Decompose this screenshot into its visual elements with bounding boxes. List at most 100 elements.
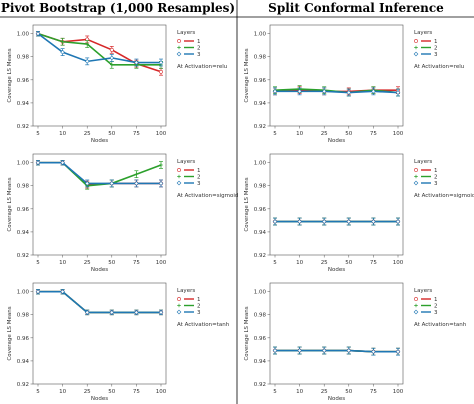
y-tick-label: 0.98	[254, 55, 267, 61]
y-tick-label: 0.92	[17, 124, 29, 130]
data-point-diamond	[346, 219, 352, 224]
legend-marker-plus	[177, 174, 181, 179]
data-point-diamond	[395, 349, 401, 355]
data-point-diamond	[84, 310, 90, 315]
y-tick-label: 0.92	[254, 124, 266, 130]
data-point-plus	[60, 39, 65, 44]
data-point-circle	[159, 69, 163, 74]
legend-marker-circle	[414, 39, 418, 43]
x-tick-label: 50	[345, 131, 352, 137]
data-point-diamond	[35, 289, 41, 294]
legend-marker-diamond	[413, 51, 419, 57]
chart-panel-bootstrap-sigmoid: 0.92 0.94 0.96 0.98 1.00 5 10 25 50 75 100 Nodes Cov…	[7, 153, 238, 273]
legend-label: 2	[197, 46, 201, 52]
plot-frame	[32, 24, 167, 127]
data-point-diamond	[272, 348, 278, 353]
legend-marker-circle	[177, 39, 181, 43]
data-point-diamond	[35, 160, 41, 165]
legend-title: Layers	[414, 159, 432, 165]
y-tick-label: 0.96	[17, 78, 30, 84]
x-tick-label: 10	[59, 260, 66, 266]
legend-label: 2	[434, 175, 438, 181]
legend-marker-plus	[414, 45, 418, 50]
plot-frame	[269, 282, 404, 385]
activation-annotation: At Activation=tanh	[177, 322, 230, 328]
legend-marker-plus	[414, 303, 418, 308]
y-tick-label: 0.96	[254, 336, 267, 342]
x-tick-label: 50	[108, 389, 115, 395]
x-axis-label: Nodes	[91, 396, 108, 402]
data-point-diamond	[84, 181, 90, 186]
data-point-diamond	[60, 160, 65, 165]
y-tick-label: 1.00	[254, 32, 267, 38]
series-line-2	[37, 32, 161, 66]
y-tick-label: 0.98	[17, 55, 30, 61]
x-tick-label: 10	[59, 389, 66, 395]
y-tick-label: 0.92	[254, 253, 266, 259]
x-tick-label: 10	[296, 260, 303, 266]
legend-marker-diamond	[176, 51, 182, 57]
data-point-diamond	[346, 348, 352, 353]
legend-marker-circle	[414, 168, 418, 172]
legend-label: 3	[434, 52, 438, 58]
y-tick-label: 0.94	[254, 359, 267, 365]
legend-marker-circle	[177, 297, 181, 301]
legend-marker-circle	[414, 297, 418, 301]
legend-label: 1	[434, 297, 438, 303]
x-tick-label: 100	[393, 260, 404, 266]
data-point-diamond	[371, 89, 376, 94]
chart-panel-bootstrap-tanh: 0.92 0.94 0.96 0.98 1.00 5 10 25 50 75 100 Nodes Cov…	[7, 282, 230, 402]
plot-frame	[32, 282, 167, 385]
y-tick-label: 0.96	[254, 78, 267, 84]
chart-panel-conformal-relu: 0.92 0.94 0.96 0.98 1.00 5 10 25 50 75 100 Nodes Cov…	[244, 24, 464, 144]
activation-annotation: At Activation=sigmoid	[414, 193, 474, 199]
data-point-diamond	[371, 219, 376, 224]
column-title-bootstrap: Pivot Bootstrap (1,000 Resamples)	[1, 1, 235, 15]
chart-panel-conformal-tanh: 0.92 0.94 0.96 0.98 1.00 5 10 25 50 75 100 Nodes Cov…	[244, 282, 467, 402]
x-tick-label: 100	[393, 131, 404, 137]
activation-annotation: At Activation=tanh	[414, 322, 467, 328]
data-point-diamond	[109, 310, 115, 315]
x-tick-label: 50	[345, 389, 352, 395]
column-title-conformal: Split Conformal Inference	[268, 1, 444, 15]
y-axis-label: Coverage LS Means	[7, 306, 13, 360]
data-point-diamond	[134, 181, 139, 186]
data-point-diamond	[395, 90, 401, 95]
x-tick-label: 25	[84, 131, 91, 137]
x-tick-label: 10	[296, 389, 303, 395]
x-tick-label: 5	[36, 260, 40, 266]
x-tick-label: 25	[321, 389, 328, 395]
data-point-diamond	[158, 60, 164, 65]
series-line-3	[38, 290, 161, 314]
legend-title: Layers	[414, 30, 432, 36]
x-tick-label: 75	[133, 389, 140, 395]
y-tick-label: 0.94	[17, 101, 30, 107]
chart-panels: 0.920.940.960.981.005 10 25 50 75 100NodesCov…	[7, 24, 474, 402]
y-axis-label: Coverage LS Means	[7, 177, 13, 231]
activation-annotation: At Activation=relu	[177, 64, 227, 70]
y-tick-label: 0.96	[17, 336, 30, 342]
y-tick-label: 0.98	[254, 184, 267, 190]
y-tick-label: 0.98	[17, 184, 30, 190]
data-point-diamond	[272, 219, 278, 224]
x-tick-label: 75	[133, 260, 140, 266]
data-point-diamond	[35, 31, 41, 36]
legend-label: 1	[197, 297, 201, 303]
x-tick-label: 5	[36, 389, 40, 395]
data-point-diamond	[158, 181, 164, 186]
legend-title: Layers	[414, 288, 432, 294]
y-tick-label: 1.00	[17, 32, 30, 38]
x-axis-label: Nodes	[328, 267, 345, 273]
x-axis-label: Nodes	[328, 138, 345, 144]
x-tick-label: 5	[273, 389, 277, 395]
legend-marker-plus	[177, 45, 181, 50]
y-tick-label: 0.94	[17, 230, 30, 236]
legend-label: 3	[434, 181, 438, 187]
x-tick-label: 100	[156, 131, 167, 137]
data-point-plus	[159, 163, 163, 167]
plot-frame	[32, 153, 167, 256]
legend-marker-plus	[414, 174, 418, 179]
y-axis-label: Coverage LS Means	[244, 306, 250, 360]
series-line-3	[275, 349, 398, 353]
